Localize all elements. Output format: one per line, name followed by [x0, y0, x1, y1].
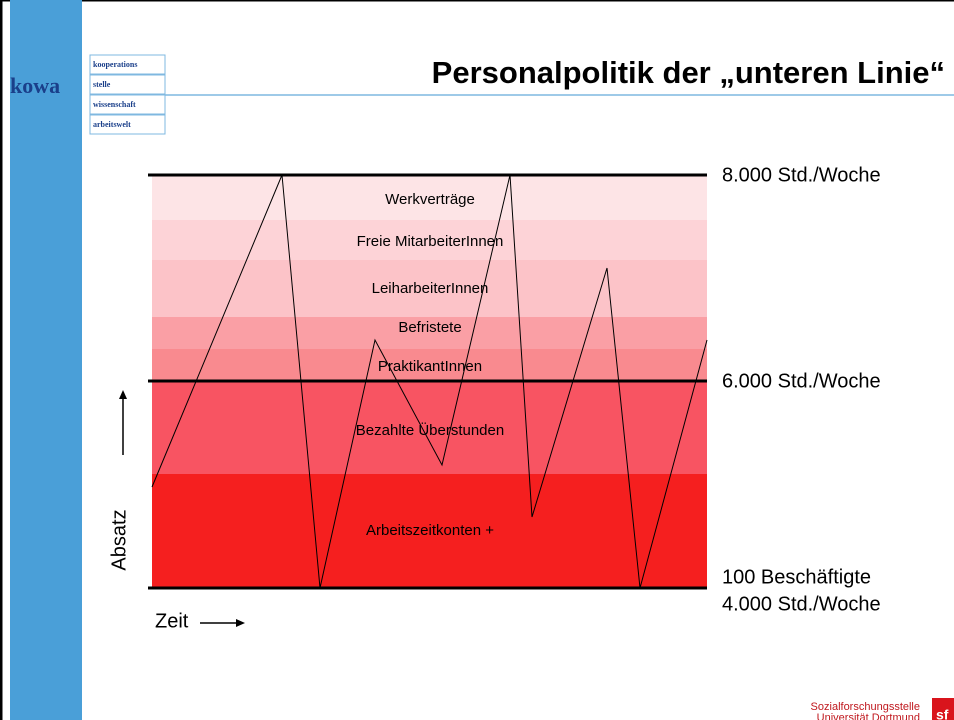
footer-mark: sf [936, 707, 949, 720]
side-stripe [10, 0, 82, 720]
x-axis-label: Zeit [155, 610, 189, 632]
logo-box [89, 94, 166, 115]
logo-box [89, 54, 166, 75]
band [152, 260, 707, 317]
logo-line: stelle [93, 80, 111, 89]
logo-box [89, 74, 166, 95]
band [152, 349, 707, 381]
level-label: 8.000 Std./Woche [722, 164, 881, 186]
band-label: Befristete [398, 319, 461, 336]
logo-lines: kooperations stelle wissenschaft arbeitswel… [89, 54, 166, 135]
footer-line: Universität Dortmund [817, 712, 920, 720]
band [152, 381, 707, 474]
x-arrowhead [236, 619, 245, 627]
band-label: PraktikantInnen [378, 358, 482, 375]
y-axis-label: Absatz [108, 509, 130, 570]
logo-box [89, 114, 166, 135]
level-label: 100 Beschäftigte [722, 566, 871, 588]
logo-line: arbeitswelt [93, 120, 131, 129]
band [152, 175, 707, 220]
band [152, 220, 707, 260]
footer-line: Sozialforschungsstelle [811, 701, 920, 713]
y-arrowhead [119, 390, 127, 399]
band-label: Bezahlte Überstunden [356, 421, 504, 439]
bands: Werkverträge Freie MitarbeiterInnen Leihar… [152, 175, 707, 588]
band-label: Arbeitszeitkonten + [366, 522, 494, 539]
title: Personalpolitik der „unteren Linie“ [432, 55, 945, 90]
logo-line: kooperations [93, 60, 137, 69]
band [152, 474, 707, 588]
logo-line: wissenschaft [93, 100, 136, 109]
band-label: Freie MitarbeiterInnen [357, 233, 504, 250]
level-label: 4.000 Std./Woche [722, 593, 881, 615]
band-label: LeiharbeiterInnen [372, 280, 489, 297]
level-label: 6.000 Std./Woche [722, 370, 881, 392]
band-label: Werkverträge [385, 191, 475, 208]
footer-logo [932, 698, 954, 720]
logo-word: kowa [10, 73, 60, 98]
